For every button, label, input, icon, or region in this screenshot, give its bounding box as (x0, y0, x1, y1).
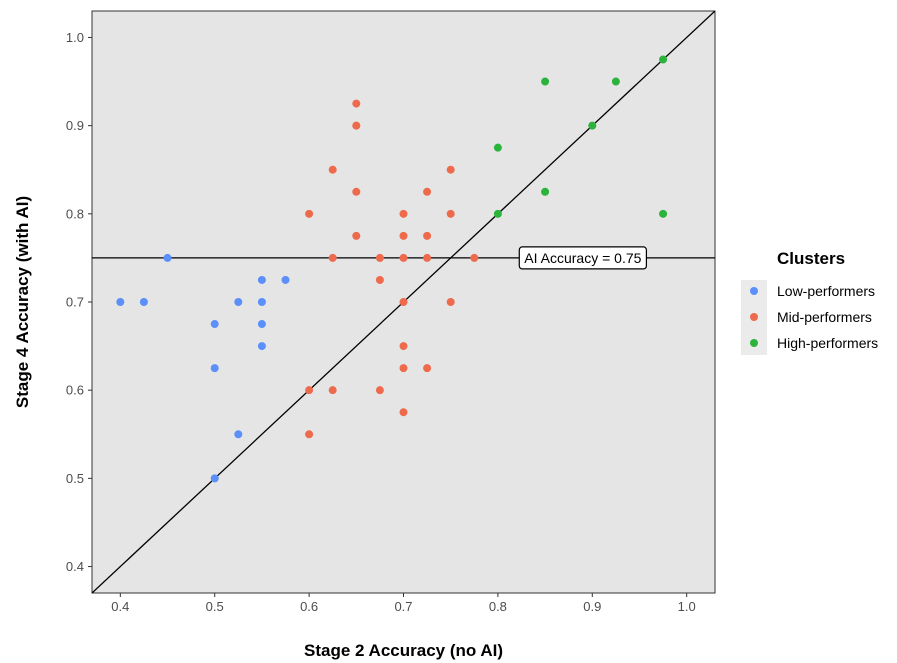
x-axis: 0.4 0.5 0.6 0.7 0.8 0.9 1.0 (111, 593, 696, 614)
x-axis-title: Stage 2 Accuracy (no AI) (304, 641, 503, 660)
data-point (234, 298, 243, 306)
data-point (257, 298, 266, 306)
data-point (257, 342, 266, 351)
legend-title: Clusters (777, 249, 845, 268)
x-tick-label: 0.4 (111, 599, 129, 614)
data-point (352, 231, 361, 240)
data-point (423, 231, 432, 240)
x-tick-label: 0.9 (583, 599, 601, 614)
data-point (493, 143, 502, 152)
legend-key (750, 287, 758, 295)
data-point (659, 209, 668, 218)
data-point (116, 298, 125, 306)
data-point (446, 165, 455, 174)
data-points (116, 55, 668, 483)
data-point (399, 408, 408, 417)
ai-accuracy-annotation: AI Accuracy = 0.75 (518, 246, 648, 270)
legend: Clusters Low-performers Mid-performers Hig… (741, 249, 878, 355)
data-point (399, 253, 408, 262)
data-point (375, 386, 384, 395)
data-point (399, 364, 408, 373)
y-tick-label: 1.0 (66, 30, 84, 45)
legend-label: High-performers (777, 335, 878, 351)
data-point (446, 209, 455, 218)
data-point (493, 209, 502, 218)
legend-key (750, 339, 758, 347)
annotation-label: AI Accuracy = 0.75 (524, 250, 641, 266)
data-point (659, 55, 668, 64)
data-point (328, 386, 337, 395)
data-point (423, 253, 432, 262)
annotation-box (518, 246, 648, 270)
y-tick-label: 0.7 (66, 295, 84, 310)
data-point (399, 298, 408, 306)
data-point (234, 430, 243, 439)
data-point (423, 187, 432, 196)
data-point (210, 364, 219, 373)
y-tick-label: 0.6 (66, 383, 84, 398)
y-tick-label: 0.4 (66, 559, 84, 574)
data-point (257, 320, 266, 329)
data-point (328, 253, 337, 262)
data-point (541, 187, 550, 196)
data-point (305, 430, 314, 439)
data-point (210, 474, 219, 483)
data-point (446, 298, 455, 306)
data-point (375, 253, 384, 262)
x-tick-label: 0.6 (300, 599, 318, 614)
y-tick-label: 0.9 (66, 118, 84, 133)
legend-key (750, 313, 758, 321)
data-point (305, 209, 314, 218)
data-point (352, 99, 361, 108)
y-tick-label: 0.8 (66, 206, 84, 221)
data-point (352, 121, 361, 130)
y-axis: 0.4 0.5 0.6 0.7 0.8 0.9 1.0 (66, 30, 92, 574)
data-point (399, 231, 408, 240)
data-point (541, 77, 550, 86)
data-point (399, 209, 408, 218)
y-axis-title: Stage 4 Accuracy (with AI) (13, 196, 32, 408)
data-point (139, 298, 148, 306)
data-point (257, 275, 266, 284)
legend-label: Mid-performers (777, 309, 872, 325)
data-point (163, 253, 172, 262)
legend-items: Low-performers Mid-performers High-perform… (750, 283, 878, 351)
data-point (423, 364, 432, 373)
x-tick-label: 0.7 (394, 599, 412, 614)
data-point (281, 275, 290, 284)
data-point (399, 342, 408, 351)
data-point (305, 386, 314, 395)
y-tick-label: 0.5 (66, 471, 84, 486)
data-point (470, 253, 479, 262)
data-point (611, 77, 620, 86)
data-point (588, 121, 597, 130)
data-point (210, 320, 219, 329)
x-tick-label: 0.5 (206, 599, 224, 614)
data-point (352, 187, 361, 196)
data-point (328, 165, 337, 174)
x-tick-label: 0.8 (489, 599, 507, 614)
data-point (375, 275, 384, 284)
legend-label: Low-performers (777, 283, 875, 299)
x-tick-label: 1.0 (678, 599, 696, 614)
